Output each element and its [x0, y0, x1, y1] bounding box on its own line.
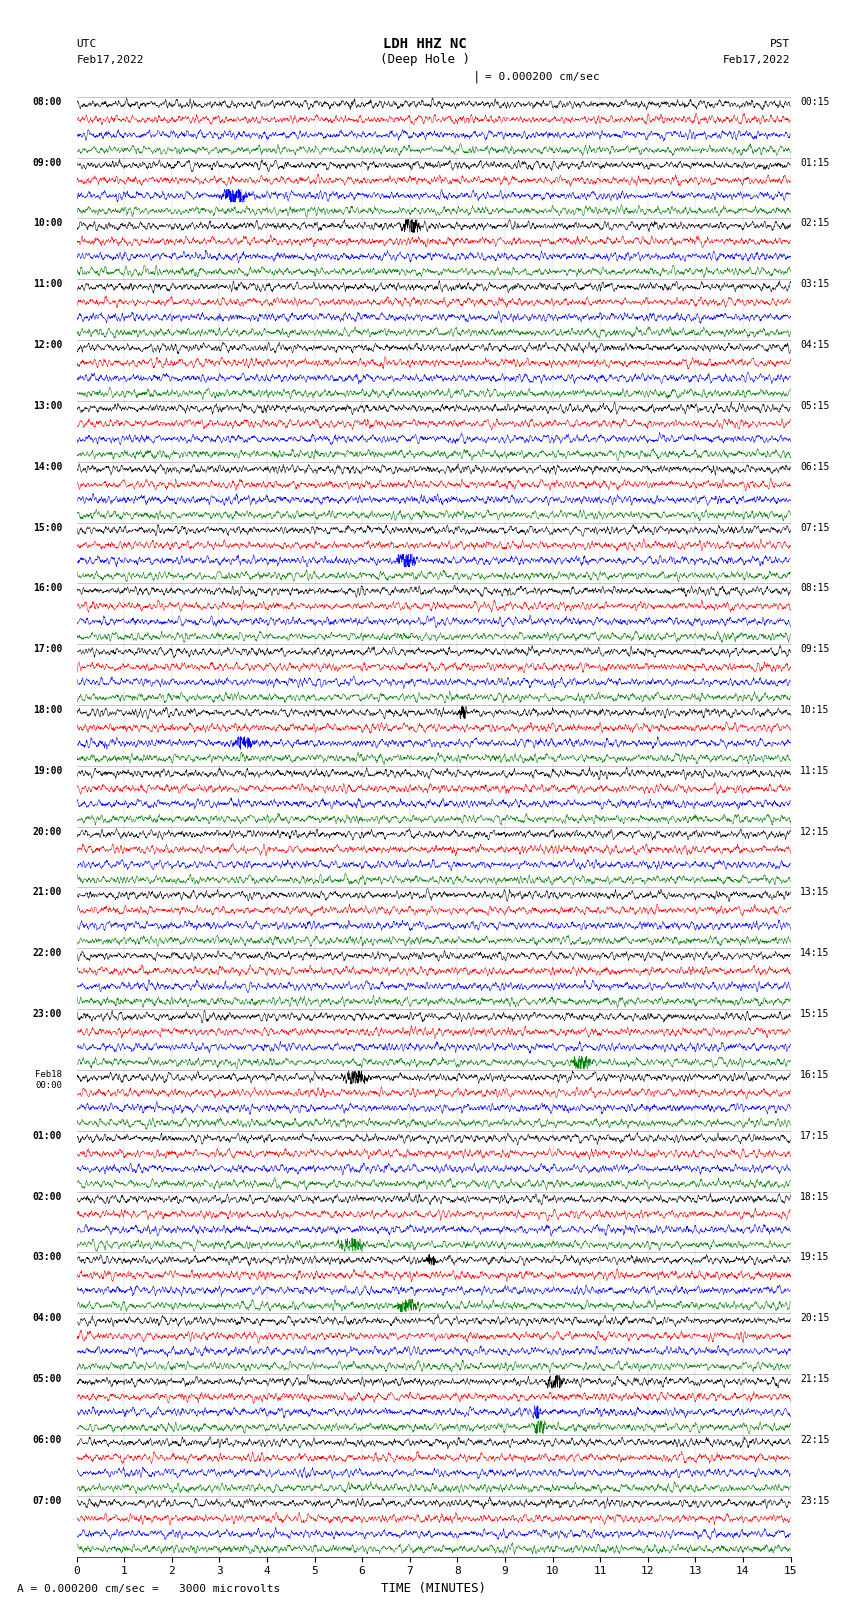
- Text: 10:00: 10:00: [33, 218, 62, 229]
- Text: 13:15: 13:15: [800, 887, 830, 897]
- Text: 09:00: 09:00: [33, 158, 62, 168]
- Text: 06:00: 06:00: [33, 1436, 62, 1445]
- Text: 16:15: 16:15: [800, 1069, 830, 1081]
- Text: 18:00: 18:00: [33, 705, 62, 715]
- Text: 14:00: 14:00: [33, 461, 62, 471]
- Text: 02:15: 02:15: [800, 218, 830, 229]
- Text: 22:15: 22:15: [800, 1436, 830, 1445]
- Text: 19:15: 19:15: [800, 1252, 830, 1263]
- Text: 20:00: 20:00: [33, 826, 62, 837]
- Text: 12:00: 12:00: [33, 340, 62, 350]
- Text: 05:15: 05:15: [800, 402, 830, 411]
- Text: 23:00: 23:00: [33, 1010, 62, 1019]
- Text: 11:00: 11:00: [33, 279, 62, 289]
- Text: |: |: [473, 71, 479, 84]
- Text: 01:15: 01:15: [800, 158, 830, 168]
- Text: 06:15: 06:15: [800, 461, 830, 471]
- Text: A = 0.000200 cm/sec =   3000 microvolts: A = 0.000200 cm/sec = 3000 microvolts: [17, 1584, 280, 1594]
- Text: 11:15: 11:15: [800, 766, 830, 776]
- Text: 15:15: 15:15: [800, 1010, 830, 1019]
- Text: 16:00: 16:00: [33, 584, 62, 594]
- Text: 13:00: 13:00: [33, 402, 62, 411]
- Text: Feb17,2022: Feb17,2022: [76, 55, 144, 65]
- Text: 21:00: 21:00: [33, 887, 62, 897]
- Text: 22:00: 22:00: [33, 948, 62, 958]
- Text: 07:00: 07:00: [33, 1495, 62, 1505]
- Text: 19:00: 19:00: [33, 766, 62, 776]
- Text: 12:15: 12:15: [800, 826, 830, 837]
- Text: 00:15: 00:15: [800, 97, 830, 106]
- Text: 05:00: 05:00: [33, 1374, 62, 1384]
- Text: 10:15: 10:15: [800, 705, 830, 715]
- Text: 02:00: 02:00: [33, 1192, 62, 1202]
- Text: 17:15: 17:15: [800, 1131, 830, 1140]
- Text: PST: PST: [770, 39, 790, 48]
- Text: 09:15: 09:15: [800, 644, 830, 655]
- Text: 14:15: 14:15: [800, 948, 830, 958]
- Text: 18:15: 18:15: [800, 1192, 830, 1202]
- Text: 04:00: 04:00: [33, 1313, 62, 1323]
- Text: Feb18: Feb18: [36, 1069, 62, 1079]
- Text: 15:00: 15:00: [33, 523, 62, 532]
- Text: 00:00: 00:00: [36, 1081, 62, 1090]
- Text: Feb17,2022: Feb17,2022: [723, 55, 791, 65]
- Text: 03:00: 03:00: [33, 1252, 62, 1263]
- Text: 20:15: 20:15: [800, 1313, 830, 1323]
- Text: 01:00: 01:00: [33, 1131, 62, 1140]
- Text: 08:15: 08:15: [800, 584, 830, 594]
- Text: 03:15: 03:15: [800, 279, 830, 289]
- Text: 04:15: 04:15: [800, 340, 830, 350]
- Text: UTC: UTC: [76, 39, 97, 48]
- X-axis label: TIME (MINUTES): TIME (MINUTES): [381, 1582, 486, 1595]
- Text: 23:15: 23:15: [800, 1495, 830, 1505]
- Text: = 0.000200 cm/sec: = 0.000200 cm/sec: [484, 73, 599, 82]
- Text: LDH HHZ NC: LDH HHZ NC: [383, 37, 467, 50]
- Text: 17:00: 17:00: [33, 644, 62, 655]
- Text: 21:15: 21:15: [800, 1374, 830, 1384]
- Text: 08:00: 08:00: [33, 97, 62, 106]
- Text: (Deep Hole ): (Deep Hole ): [380, 53, 470, 66]
- Text: 07:15: 07:15: [800, 523, 830, 532]
